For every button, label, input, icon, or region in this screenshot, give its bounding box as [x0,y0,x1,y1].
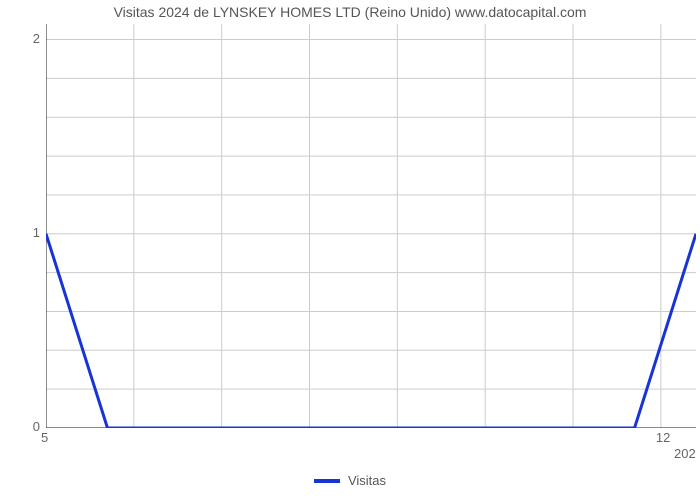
y-axis-label: 1 [10,225,40,240]
legend-swatch [314,479,340,483]
chart-container: Visitas 2024 de LYNSKEY HOMES LTD (Reino… [0,0,700,500]
legend-label: Visitas [348,473,386,488]
chart-plot [46,24,696,428]
x-axis-label: 5 [41,430,48,445]
y-axis-label: 0 [10,419,40,434]
y-axis-label: 2 [10,31,40,46]
chart-title: Visitas 2024 de LYNSKEY HOMES LTD (Reino… [0,4,700,20]
x-axis-sublabel: 202 [674,446,696,461]
x-axis-label: 12 [656,430,670,445]
chart-legend: Visitas [0,472,700,488]
